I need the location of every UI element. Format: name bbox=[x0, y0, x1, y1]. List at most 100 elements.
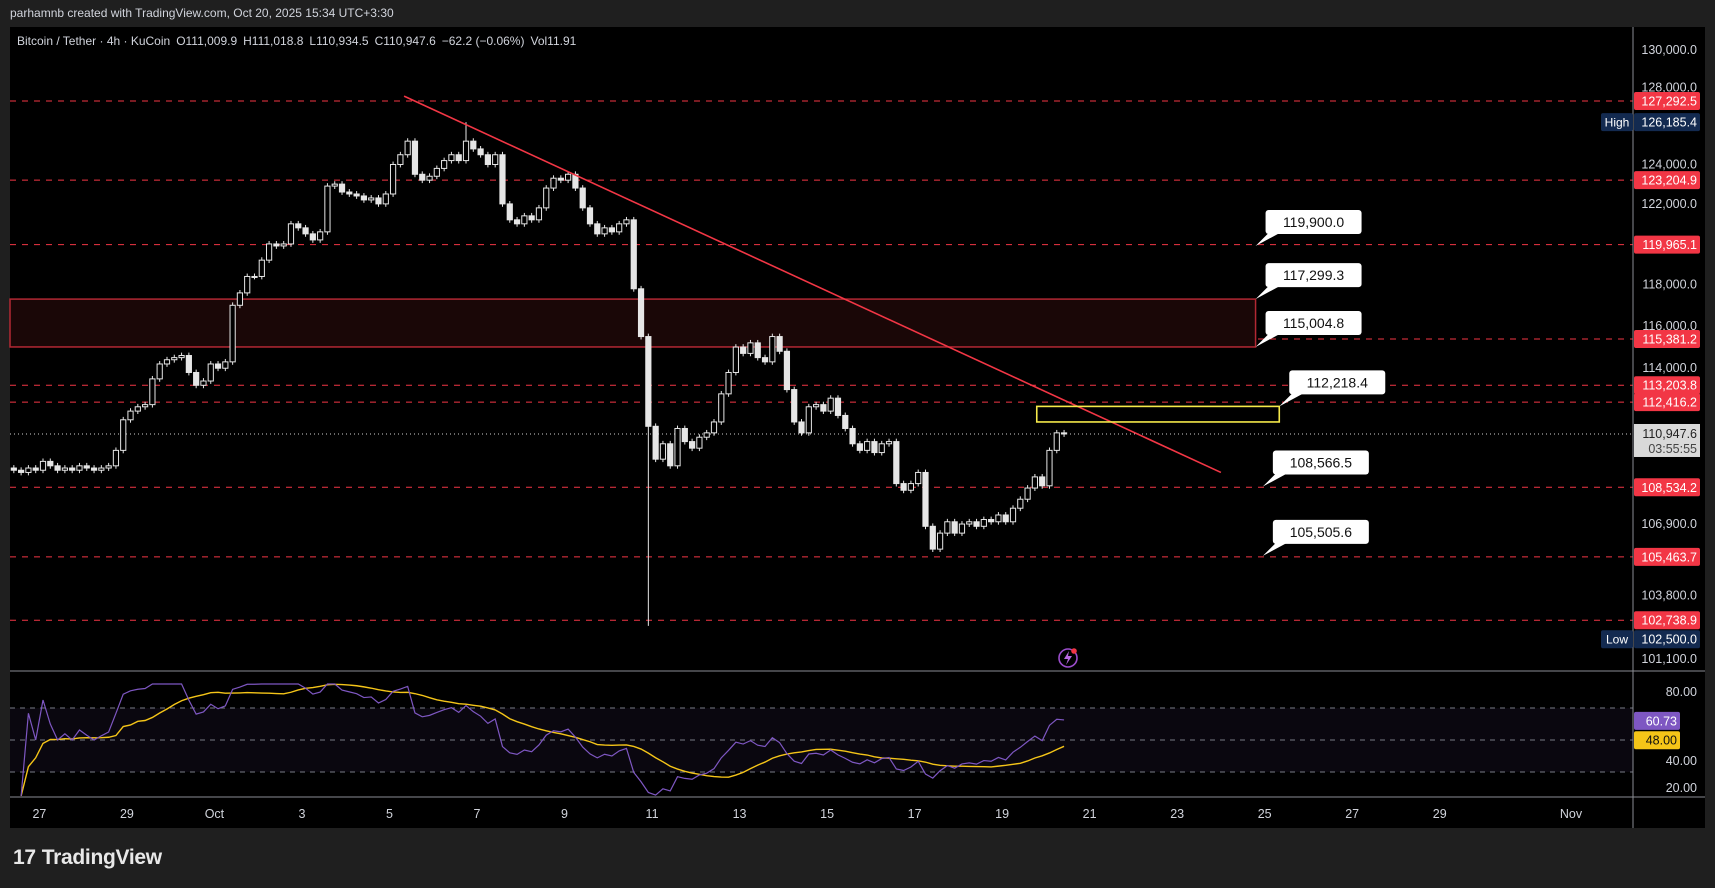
price-level-badge-bg bbox=[1634, 611, 1700, 630]
price-note[interactable]: 112,218.4 bbox=[1279, 370, 1386, 407]
candle-body bbox=[127, 410, 134, 421]
candle-body bbox=[1002, 514, 1009, 523]
price-note[interactable]: 108,566.5 bbox=[1262, 450, 1369, 487]
candle bbox=[142, 401, 149, 410]
candle-body bbox=[185, 355, 192, 373]
rsi-ma-badge-bg bbox=[1634, 731, 1680, 750]
candle-body bbox=[1053, 432, 1060, 451]
date-tick-label: 27 bbox=[32, 807, 46, 821]
candle bbox=[1031, 473, 1038, 491]
candle-body bbox=[98, 467, 105, 471]
candle bbox=[1024, 485, 1031, 503]
candle bbox=[295, 220, 302, 231]
candle-body bbox=[39, 460, 47, 471]
candle-body bbox=[966, 521, 973, 525]
trendline[interactable] bbox=[403, 95, 1222, 474]
candle bbox=[1060, 429, 1068, 437]
candle bbox=[871, 438, 878, 456]
candle-body bbox=[783, 350, 791, 391]
date-tick-label: 21 bbox=[1083, 807, 1097, 821]
legend-close: C110,947.6 bbox=[375, 34, 436, 48]
price-note[interactable]: 115,004.8 bbox=[1255, 310, 1362, 347]
price-note[interactable]: 119,900.0 bbox=[1255, 209, 1362, 246]
candle-body bbox=[265, 243, 273, 261]
price-tick-label: 130,000.0 bbox=[1641, 43, 1697, 57]
candle-body bbox=[827, 397, 834, 412]
date-tick-label: 7 bbox=[474, 807, 481, 821]
horizontal-levels bbox=[10, 100, 1633, 621]
candle bbox=[214, 361, 222, 372]
highlight-rectangle[interactable] bbox=[1035, 405, 1281, 423]
high-marker-label: High bbox=[1605, 116, 1630, 130]
candle-body bbox=[149, 378, 156, 406]
candle-body bbox=[69, 467, 76, 471]
zone-rectangle[interactable] bbox=[9, 298, 1257, 348]
candle-body bbox=[76, 465, 83, 471]
candle-body bbox=[652, 425, 659, 460]
candle bbox=[637, 285, 645, 340]
candle bbox=[368, 195, 375, 203]
price-tick-label: 124,000.0 bbox=[1641, 157, 1697, 171]
price-note[interactable]: 105,505.6 bbox=[1262, 519, 1369, 556]
candle-body bbox=[586, 207, 594, 225]
candle-body bbox=[856, 443, 863, 451]
candle bbox=[776, 333, 783, 355]
candle-body bbox=[535, 207, 543, 221]
candle bbox=[324, 183, 331, 235]
candle bbox=[893, 438, 900, 487]
candle bbox=[222, 358, 229, 372]
candle bbox=[740, 344, 747, 357]
candle-body bbox=[710, 421, 718, 434]
supply-zone bbox=[9, 298, 1257, 348]
candle bbox=[915, 469, 922, 487]
rsi-tick-label: 40.00 bbox=[1666, 754, 1697, 768]
price-tick-label: 118,000.0 bbox=[1642, 278, 1697, 292]
candle bbox=[513, 216, 521, 227]
candle-body bbox=[324, 185, 331, 233]
price-level-badge-bg bbox=[1634, 171, 1700, 190]
candle-body bbox=[331, 183, 338, 187]
tradingview-logo[interactable]: 17 TradingView bbox=[13, 846, 162, 870]
candle-body bbox=[820, 404, 827, 412]
candle bbox=[448, 151, 455, 164]
price-level-badge-text: 123,204.9 bbox=[1641, 174, 1697, 188]
candle bbox=[389, 161, 397, 197]
candle bbox=[550, 175, 557, 191]
price-note[interactable]: 117,299.3 bbox=[1255, 263, 1362, 300]
candle bbox=[163, 356, 171, 367]
candle-body bbox=[579, 187, 586, 209]
candle bbox=[411, 138, 419, 178]
candle-body bbox=[411, 140, 419, 175]
alert-lightning-icon[interactable] bbox=[1058, 648, 1078, 668]
candle-body bbox=[521, 215, 528, 225]
legend-symbol: Bitcoin / Tether · 4h · KuCoin bbox=[17, 34, 170, 48]
candle-body bbox=[689, 441, 696, 449]
candle bbox=[90, 465, 98, 474]
chart-background bbox=[10, 27, 1705, 828]
candle-body bbox=[1009, 507, 1017, 523]
candle bbox=[317, 228, 324, 243]
candle bbox=[565, 171, 572, 184]
price-tick-label: 103,800.0 bbox=[1641, 588, 1697, 602]
price-tick-label: 128,000.0 bbox=[1641, 81, 1697, 95]
candle bbox=[1046, 447, 1053, 489]
candle bbox=[623, 216, 630, 227]
price-level-badge-text: 115,381.2 bbox=[1642, 333, 1697, 347]
candle bbox=[812, 401, 820, 410]
legend-open: O111,009.9 bbox=[176, 34, 237, 48]
rsi-pane: 80.00 40.00 20.00 60.73 48.00 bbox=[10, 683, 1697, 797]
price-level-badge-bg bbox=[1634, 393, 1700, 412]
candle-body bbox=[681, 427, 688, 443]
candle-body bbox=[608, 227, 615, 233]
candle bbox=[907, 480, 915, 494]
candle-body bbox=[353, 193, 360, 197]
candle bbox=[973, 518, 980, 530]
price-level-badge: 105,463.7 bbox=[1634, 547, 1700, 566]
price-note-box bbox=[1265, 263, 1362, 288]
candle bbox=[419, 171, 426, 184]
price-note-pointer bbox=[1279, 392, 1306, 407]
candle-body bbox=[90, 467, 98, 471]
date-tick-label: Nov bbox=[1560, 807, 1583, 821]
candle-body bbox=[980, 519, 987, 527]
